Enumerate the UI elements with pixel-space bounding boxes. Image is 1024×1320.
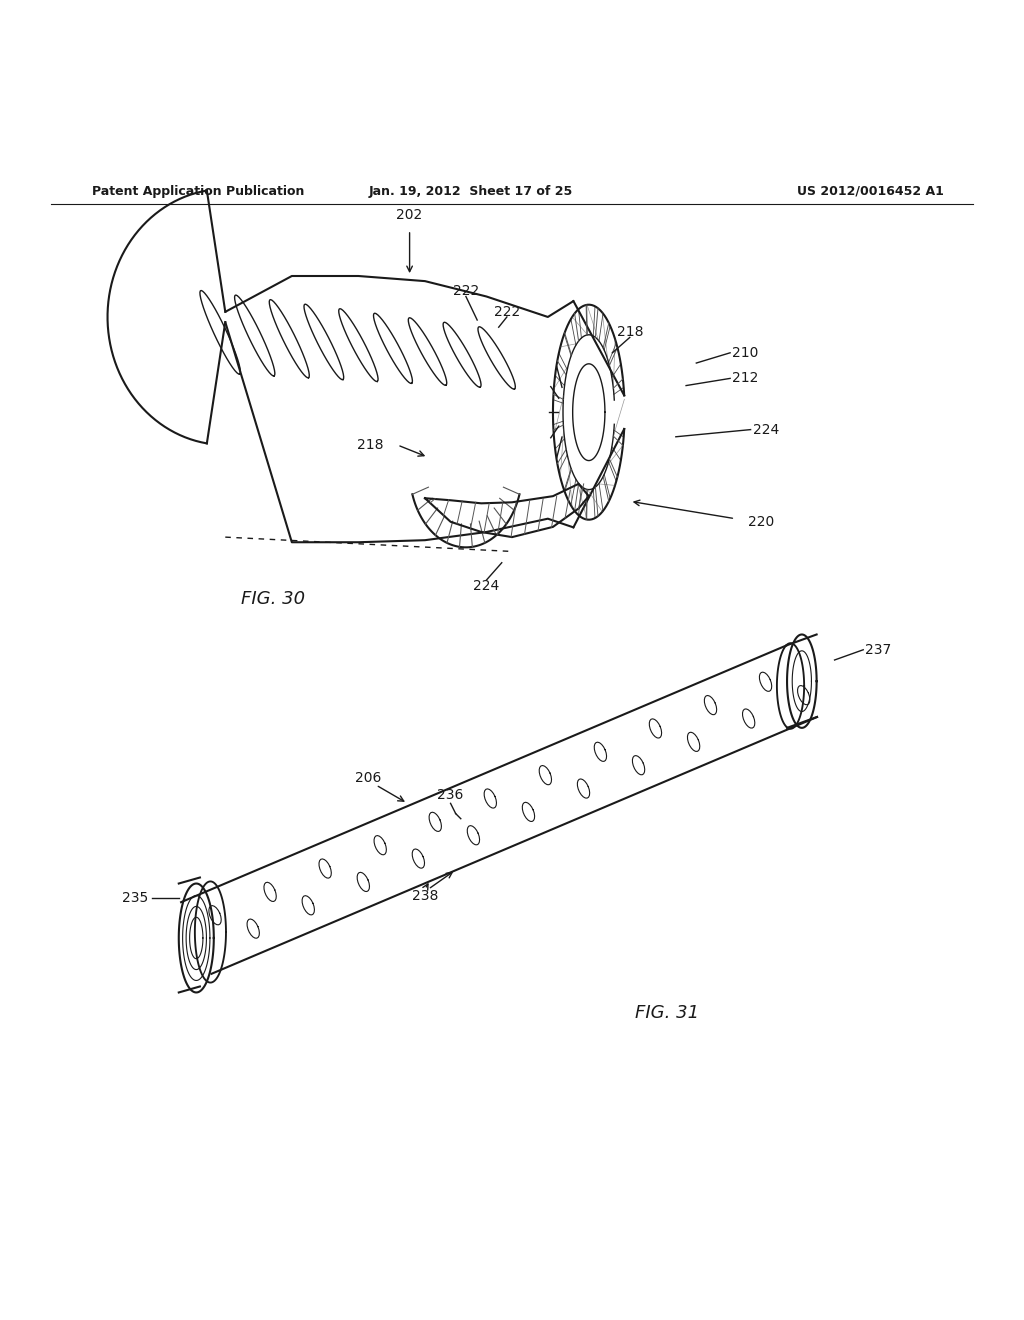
Text: Patent Application Publication: Patent Application Publication bbox=[92, 185, 304, 198]
Text: US 2012/0016452 A1: US 2012/0016452 A1 bbox=[797, 185, 944, 198]
Text: 218: 218 bbox=[616, 325, 643, 339]
Text: 224: 224 bbox=[753, 422, 779, 437]
Text: 235: 235 bbox=[122, 891, 148, 904]
Text: 237: 237 bbox=[865, 643, 892, 657]
Text: 224: 224 bbox=[473, 579, 500, 593]
Text: 236: 236 bbox=[437, 788, 464, 803]
Text: 222: 222 bbox=[494, 305, 520, 319]
Text: 210: 210 bbox=[732, 346, 759, 360]
Text: 202: 202 bbox=[396, 207, 423, 222]
Text: 212: 212 bbox=[732, 371, 759, 385]
Text: 220: 220 bbox=[748, 515, 774, 529]
Text: FIG. 30: FIG. 30 bbox=[241, 590, 305, 607]
Text: 222: 222 bbox=[453, 284, 479, 298]
Text: 238: 238 bbox=[412, 888, 438, 903]
Text: 206: 206 bbox=[355, 771, 382, 785]
Text: Jan. 19, 2012  Sheet 17 of 25: Jan. 19, 2012 Sheet 17 of 25 bbox=[369, 185, 573, 198]
Text: FIG. 31: FIG. 31 bbox=[635, 1005, 699, 1022]
Text: 218: 218 bbox=[357, 438, 384, 451]
